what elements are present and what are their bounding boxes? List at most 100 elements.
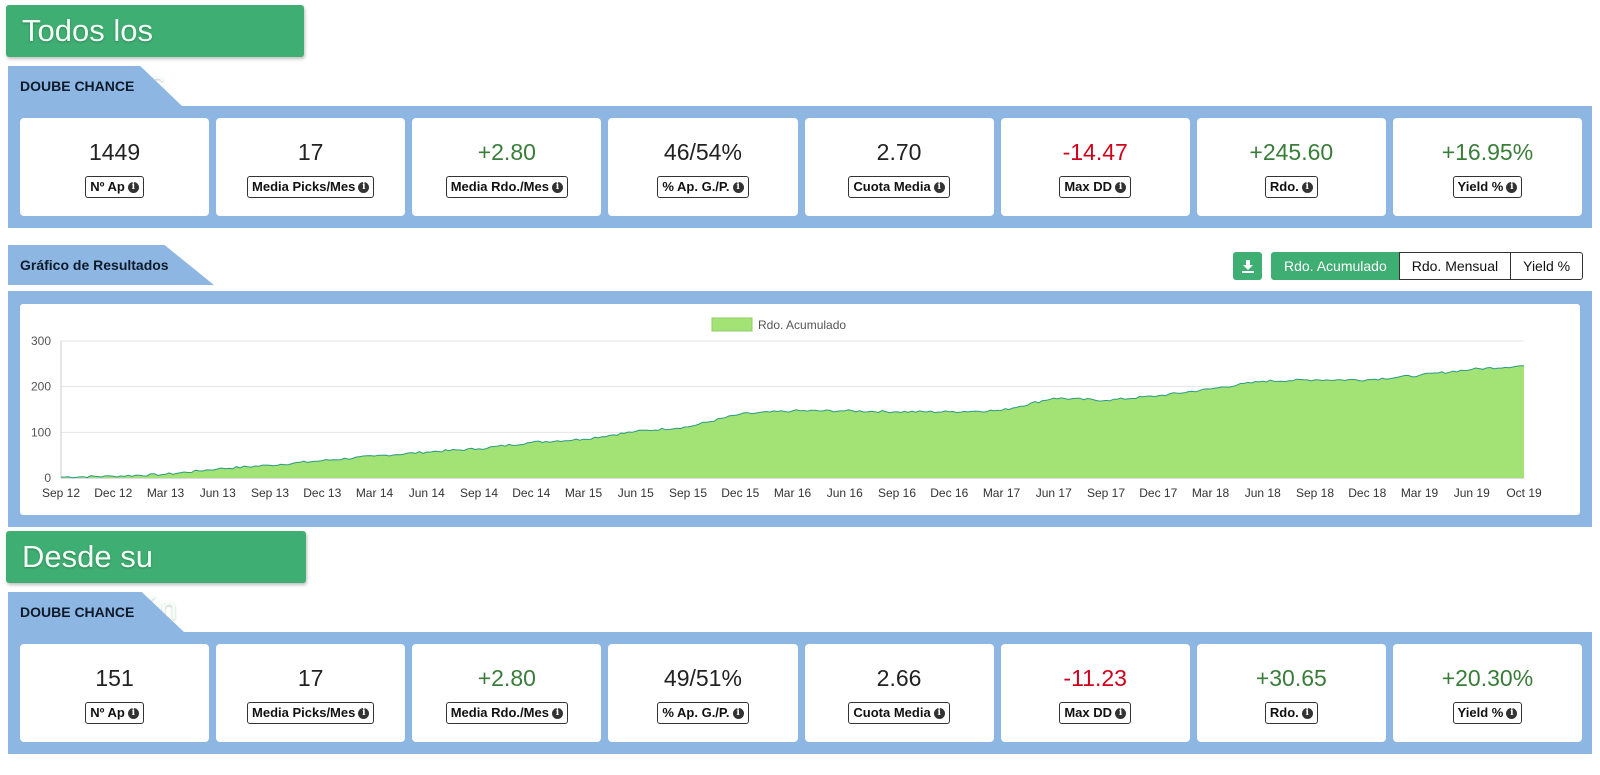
stat-value: 2.70 [876,139,922,165]
stat-card: 49/51% % Ap. G./P. i [608,644,798,742]
y-tick-label: 300 [31,334,51,348]
stat-value: +16.95% [1441,139,1534,165]
stat-label[interactable]: Media Rdo./Mes i [445,176,568,198]
x-tick-label: Mar 18 [1192,486,1230,500]
chart-mode-toggle: Rdo. Acumulado Rdo. Mensual Yield % [1271,252,1584,280]
info-icon[interactable]: i [358,707,370,719]
info-icon[interactable]: i [127,181,139,193]
x-tick-label: Jun 14 [409,486,445,500]
stat-label[interactable]: Cuota Media i [848,702,950,724]
stat-value: +20.30% [1441,665,1534,691]
info-icon[interactable]: i [551,181,563,193]
chart-mode-button[interactable]: Rdo. Acumulado [1271,252,1400,280]
stat-card: 46/54% % Ap. G./P. i [608,118,798,216]
stat-card: +30.65 Rdo. i [1196,644,1386,742]
stat-label[interactable]: Cuota Media i [848,176,950,198]
y-tick-label: 100 [31,425,51,439]
chart-mode-button[interactable]: Yield % [1510,252,1584,280]
info-icon[interactable]: i [933,707,945,719]
x-tick-label: Mar 14 [356,486,394,500]
info-icon[interactable]: i [732,181,744,193]
x-tick-label: Jun 13 [200,486,236,500]
stat-label-text: Nº Ap [90,705,125,720]
section-banner-since-publication: Desde su publicación [6,531,306,626]
stat-label-text: Yield % [1457,179,1504,194]
stat-label[interactable]: Rdo. i [1264,702,1318,724]
x-tick-label: Dec 13 [303,486,341,500]
stat-value: 17 [297,139,324,165]
info-icon[interactable]: i [1301,181,1313,193]
x-tick-label: Sep 18 [1296,486,1334,500]
info-icon[interactable]: i [127,707,139,719]
info-icon[interactable]: i [933,181,945,193]
stat-value: +30.65 [1255,665,1327,691]
info-icon[interactable]: i [1115,181,1127,193]
series-area-rdo-acumulado [61,365,1524,478]
chart-mode-button[interactable]: Rdo. Mensual [1398,252,1512,280]
stat-label[interactable]: % Ap. G./P. i [657,176,749,198]
info-icon[interactable]: i [732,707,744,719]
stat-value: 2.66 [876,665,922,691]
stat-value: 17 [297,665,324,691]
x-tick-label: Mar 15 [565,486,603,500]
info-icon[interactable]: i [1115,707,1127,719]
x-tick-label: Sep 16 [878,486,916,500]
x-tick-label: Jun 19 [1454,486,1490,500]
stat-label[interactable]: Media Picks/Mes i [247,176,375,198]
stat-label[interactable]: Yield % i [1452,702,1523,724]
stat-card: 2.66 Cuota Media i [804,644,994,742]
info-icon[interactable]: i [358,181,370,193]
x-tick-label: Mar 17 [983,486,1021,500]
x-tick-label: Dec 16 [930,486,968,500]
stat-value: +2.80 [477,139,536,165]
download-icon [1241,260,1254,273]
stat-label[interactable]: Nº Ap i [85,176,144,198]
info-icon[interactable]: i [1506,181,1518,193]
stat-card: 17 Media Picks/Mes i [216,644,406,742]
info-icon[interactable]: i [551,707,563,719]
x-tick-label: Sep 15 [669,486,707,500]
stat-label[interactable]: Max DD i [1059,176,1132,198]
x-tick-label: Mar 13 [147,486,185,500]
stat-label[interactable]: Rdo. i [1264,176,1318,198]
stat-card: 17 Media Picks/Mes i [216,118,406,216]
stat-label[interactable]: Yield % i [1452,176,1523,198]
stat-label-text: Media Rdo./Mes [450,705,549,720]
series-line-rdo-acumulado [60,365,1525,479]
stat-label-text: Nº Ap [90,179,125,194]
stat-label[interactable]: Max DD i [1059,702,1132,724]
x-tick-label: Sep 17 [1087,486,1125,500]
stat-label-text: Media Picks/Mes [252,705,356,720]
download-button[interactable] [1233,252,1262,280]
info-icon[interactable]: i [1506,707,1518,719]
stat-label-text: Max DD [1064,705,1113,720]
stat-card: -14.47 Max DD i [1000,118,1190,216]
stat-card: 151 Nº Ap i [20,644,210,742]
legend-label: Rdo. Acumulado [758,318,846,332]
chart-panel: 0 100 200 300 Sep 12 Dec 12 Mar 13 Jun 13 Sep 13… [8,291,1592,527]
stat-label[interactable]: % Ap. G./P. i [657,702,749,724]
x-tick-label: Mar 16 [774,486,812,500]
stat-label-text: Max DD [1064,179,1113,194]
x-tick-label: Oct 19 [1506,486,1542,500]
stat-card: -11.23 Max DD i [1000,644,1190,742]
stat-label-text: Rdo. [1269,179,1299,194]
stats-panel-all: 1449 Nº Ap i 17 Media Picks/Mes i +2.80 Media R… [8,106,1592,228]
stat-card: +245.60 Rdo. i [1196,118,1386,216]
x-tick-label: Dec 18 [1348,486,1386,500]
stat-label-text: Yield % [1457,705,1504,720]
x-tick-label: Jun 15 [618,486,654,500]
x-tick-label: Jun 16 [827,486,863,500]
x-tick-label: Dec 15 [721,486,759,500]
stat-label[interactable]: Media Rdo./Mes i [445,702,568,724]
x-tick-label: Sep 12 [42,486,80,500]
info-icon[interactable]: i [1301,707,1313,719]
stat-label[interactable]: Nº Ap i [85,702,144,724]
stat-value: +2.80 [477,665,536,691]
stat-card: +20.30% Yield % i [1392,644,1582,742]
stat-card: 1449 Nº Ap i [20,118,210,216]
stat-label-text: Cuota Media [853,705,931,720]
stat-label[interactable]: Media Picks/Mes i [247,702,375,724]
y-tick-label: 0 [44,471,51,485]
stats-panel-publication: 151 Nº Ap i 17 Media Picks/Mes i +2.80 Media Rd… [8,632,1592,754]
